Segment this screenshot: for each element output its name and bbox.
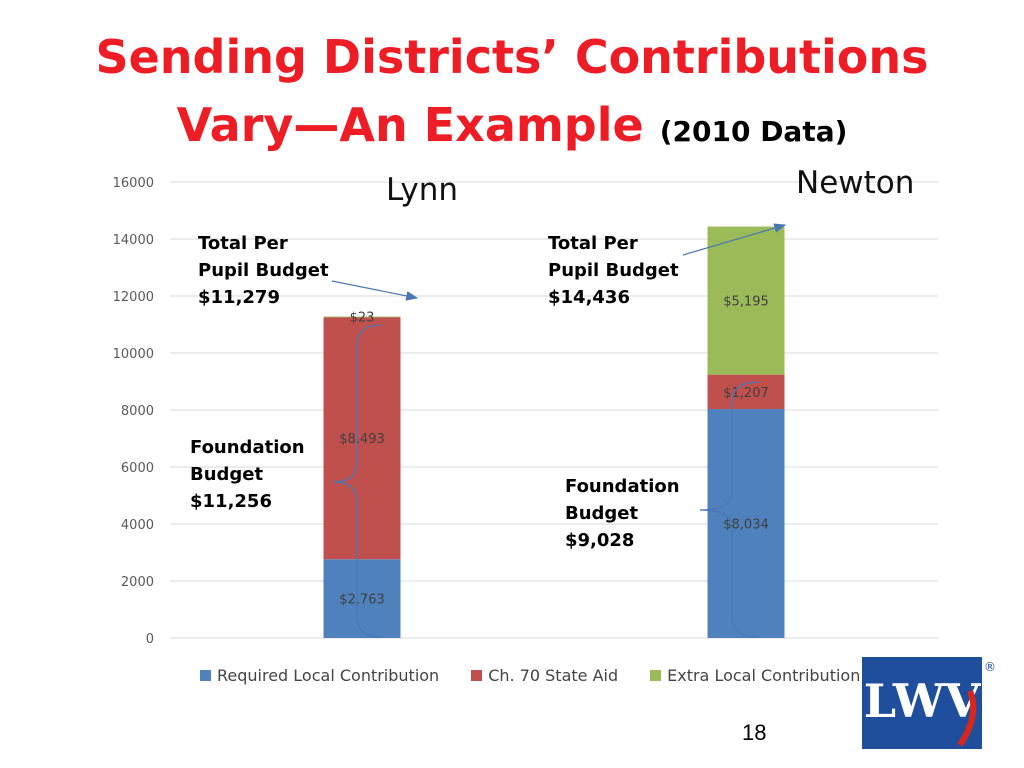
y-tick-label: 14000 (113, 233, 154, 248)
y-tick-label: 16000 (113, 176, 154, 191)
annotation-line: $14,436 (548, 287, 630, 308)
svg-text:LWV: LWV (864, 674, 982, 728)
title-suffix: (2010 Data) (659, 115, 848, 148)
bar-segment-lynn-0 (323, 559, 401, 638)
bar-data-label: $1,207 (723, 386, 769, 401)
y-axis-ticks: 0 2000 4000 6000 8000 10000 12000 14000 16000 (113, 176, 154, 647)
annotation-line: Pupil Budget (548, 260, 679, 281)
y-tick-label: 4000 (121, 518, 154, 533)
annotation-line: Budget (565, 503, 639, 524)
lynn-foundation-annotation: Foundation Budget $11,256 (190, 434, 305, 515)
y-tick-label: 12000 (113, 290, 154, 305)
chart-legend: Required Local Contribution Ch. 70 State… (200, 666, 860, 685)
newton-total-arrow (682, 223, 787, 256)
bars: $2,763 $8,493 $23 $8,034 $1,207 $5,195 (323, 226, 785, 638)
slide-title-line2: Vary—An Example (2010 Data) (0, 98, 1024, 152)
bar-segment-newton-0 (707, 409, 785, 638)
bar-data-label: $8,034 (723, 518, 769, 533)
page-number: 18 (742, 720, 767, 745)
annotation-line: $9,028 (565, 530, 635, 551)
annotation-marks (331, 223, 787, 638)
lynn-foundation-brace (332, 324, 382, 638)
bar-segment-lynn-1 (323, 317, 401, 560)
y-tick-label: 8000 (121, 404, 154, 419)
annotation-line: Foundation (565, 476, 680, 497)
annotation-line: Total Per (548, 233, 638, 254)
y-tick-label: 10000 (113, 347, 154, 362)
lwv-logo: LWV ® (862, 657, 996, 749)
bar-data-label: $2,763 (339, 593, 385, 608)
legend-item-state-aid: Ch. 70 State Aid (471, 666, 618, 685)
annotation-line: Pupil Budget (198, 260, 329, 281)
annotation-line: Budget (190, 464, 264, 485)
bar-segment-lynn-2 (323, 316, 401, 318)
legend-item-required-local: Required Local Contribution (200, 666, 439, 685)
legend-swatch (650, 670, 662, 681)
gridlines (170, 181, 938, 639)
bar-data-label: $8,493 (339, 432, 385, 447)
legend-swatch (200, 670, 211, 681)
y-tick-label: 6000 (121, 461, 154, 476)
category-label-lynn: Lynn (386, 172, 459, 208)
lynn-total-arrow (331, 280, 419, 301)
bar-data-label: $5,195 (723, 295, 769, 310)
category-label-newton: Newton (796, 165, 915, 201)
annotation-line: $11,279 (198, 287, 280, 308)
bar-segment-newton-1 (707, 374, 785, 410)
legend-label: Ch. 70 State Aid (488, 666, 619, 685)
annotation-line: $11,256 (190, 491, 272, 512)
legend-label: Required Local Contribution (217, 666, 440, 685)
title-main: Vary—An Example (176, 98, 644, 152)
annotation-line: Foundation (190, 437, 305, 458)
y-tick-label: 0 (146, 632, 154, 647)
bar-segment-newton-2 (707, 226, 785, 375)
slide-title-line1: Sending Districts’ Contributions (95, 30, 929, 84)
y-tick-label: 2000 (121, 575, 154, 590)
newton-foundation-brace (699, 381, 760, 638)
bar-data-label: $23 (350, 311, 375, 326)
svg-text:®: ® (984, 660, 996, 674)
legend-swatch (471, 670, 483, 681)
legend-item-extra-local: Extra Local Contribution (650, 666, 860, 685)
newton-total-annotation: Total Per Pupil Budget $14,436 (548, 230, 679, 311)
newton-foundation-annotation: Foundation Budget $9,028 (565, 473, 680, 554)
lynn-total-annotation: Total Per Pupil Budget $11,279 (198, 230, 329, 311)
annotation-line: Total Per (198, 233, 288, 254)
legend-label: Extra Local Contribution (667, 666, 861, 685)
